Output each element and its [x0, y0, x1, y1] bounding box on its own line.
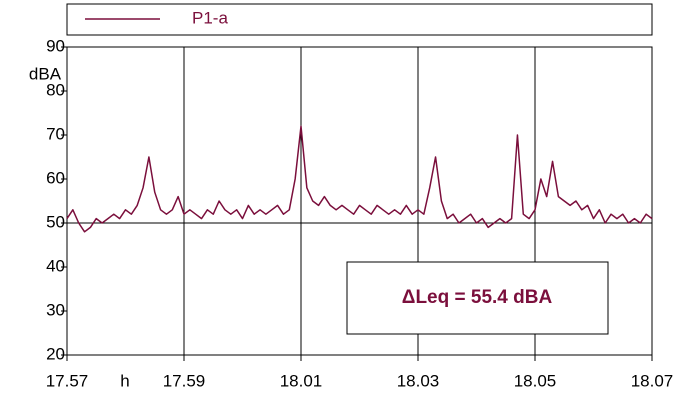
- annotation-box: [346, 261, 609, 335]
- y-tick-label: 30: [46, 300, 65, 319]
- x-tick-label: 18.03: [397, 371, 440, 390]
- y-tick-label: 60: [46, 168, 65, 187]
- y-tick-label: 70: [46, 124, 65, 143]
- x-tick-label: 17.59: [163, 371, 206, 390]
- legend-label: P1-a: [192, 8, 228, 27]
- line-series: [66, 125, 653, 233]
- y-axis-label: dBA: [29, 64, 62, 83]
- y-tick-label: 20: [46, 344, 65, 363]
- y-tick-label: 50: [46, 212, 65, 231]
- y-tick-label: 80: [46, 80, 65, 99]
- x-tick-label: 17.57: [46, 371, 89, 390]
- x-tick-label: 18.05: [514, 371, 557, 390]
- x-tick-label: 18.01: [280, 371, 323, 390]
- legend-box: [66, 3, 653, 36]
- y-tick-label: 40: [46, 256, 65, 275]
- annotation: ΔLeq = 55.4 dBA: [402, 287, 553, 308]
- x-axis-label: h: [120, 371, 129, 390]
- y-tick-label: 90: [46, 36, 65, 55]
- x-tick-label: 18.07: [631, 371, 674, 390]
